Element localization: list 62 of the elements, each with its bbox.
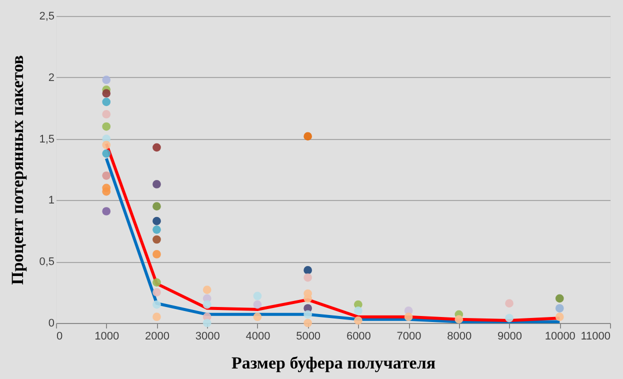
point — [102, 171, 111, 180]
point — [102, 140, 111, 150]
point — [354, 316, 362, 325]
point — [253, 300, 262, 309]
point — [454, 315, 464, 324]
point — [304, 266, 312, 274]
point — [152, 312, 161, 322]
x-tick-label: 5000 — [296, 330, 321, 342]
point — [505, 314, 514, 322]
point — [202, 318, 212, 328]
x-tick-label: 9000 — [498, 330, 522, 342]
point — [505, 299, 514, 308]
point — [102, 149, 111, 158]
x-tick-label: 7000 — [396, 330, 422, 342]
point — [304, 294, 312, 303]
y-tick-label: 1,5 — [39, 133, 54, 146]
point — [152, 202, 161, 211]
x-tick-label: 0 — [56, 330, 63, 342]
y-tick-label: 0,5 — [39, 256, 54, 268]
point — [152, 216, 161, 226]
y-tick-label: 2 — [48, 72, 54, 84]
point — [202, 300, 212, 309]
point — [102, 110, 111, 118]
point — [152, 288, 161, 296]
y-tick-label: 2,5 — [39, 10, 54, 22]
x-tick-label: 4000 — [246, 330, 270, 342]
y-axis-title: Процент потерянных пакетов — [8, 55, 28, 285]
point — [304, 132, 312, 141]
point — [304, 310, 312, 319]
point — [102, 76, 111, 84]
point — [404, 312, 413, 322]
point — [555, 304, 564, 312]
point — [555, 294, 564, 303]
point — [152, 143, 161, 152]
point — [304, 318, 312, 328]
point — [102, 98, 111, 106]
point — [152, 180, 161, 188]
x-tick-label: 2000 — [144, 330, 170, 342]
point — [102, 187, 111, 196]
point — [152, 250, 161, 258]
point — [304, 273, 312, 282]
x-tick-label: 6000 — [346, 330, 371, 342]
y-tick-label: 1 — [48, 194, 54, 207]
point — [253, 312, 262, 322]
point — [152, 225, 161, 234]
y-tick-label: 0 — [48, 318, 54, 330]
x-tick-label: 1000 — [94, 330, 120, 342]
x-tick-label: 8000 — [447, 330, 472, 342]
point — [152, 278, 161, 287]
point — [555, 312, 564, 322]
point — [354, 306, 362, 315]
x-tick-label: 3000 — [195, 330, 220, 342]
x-tick-label: 10000 — [544, 330, 576, 342]
point — [102, 207, 111, 216]
point — [253, 292, 262, 300]
x-tick-label: 11000 — [580, 330, 610, 342]
point — [202, 286, 212, 294]
x-axis-title: Размер буфера получателя — [231, 354, 436, 372]
point — [152, 300, 161, 309]
point — [102, 89, 111, 98]
point — [102, 122, 111, 131]
point — [152, 235, 161, 244]
